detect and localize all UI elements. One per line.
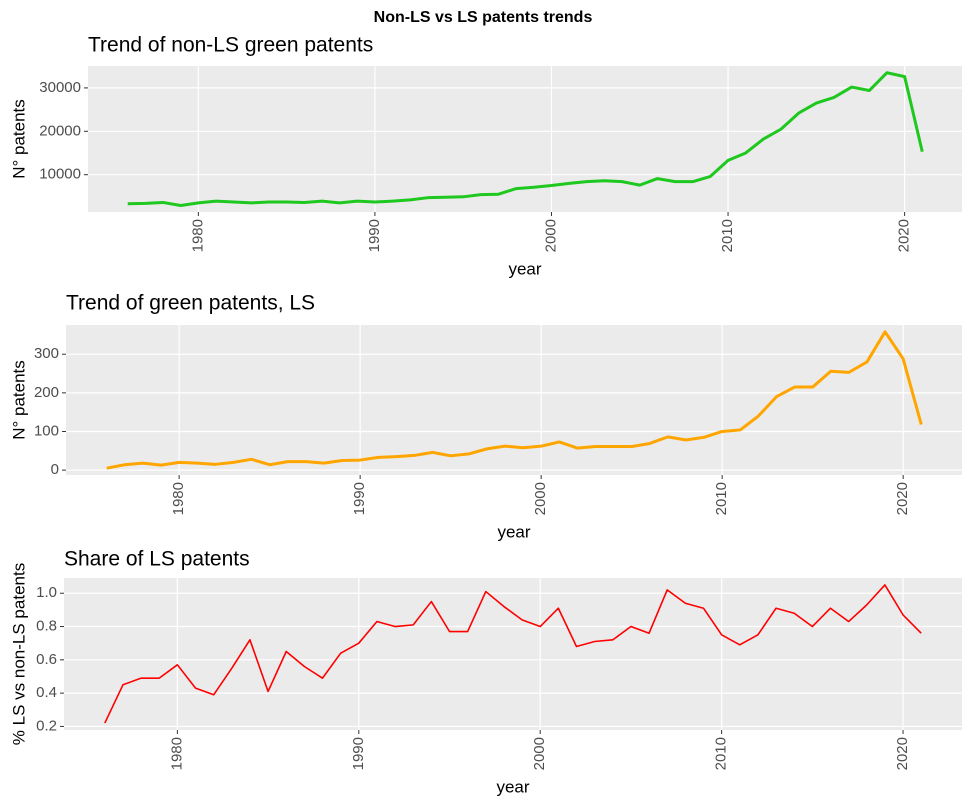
x-tick-label: 2000 <box>542 219 559 252</box>
x-axis-label: year <box>496 777 529 796</box>
y-axis-label: N° patents <box>9 99 28 179</box>
y-tick-label: 10000 <box>39 166 81 183</box>
panel-title: Trend of non-LS green patents <box>88 34 373 57</box>
y-tick-label: 100 <box>34 422 59 439</box>
x-tick-label: 1990 <box>366 219 383 252</box>
x-tick-label: 1980 <box>168 737 185 770</box>
x-tick-label: 1980 <box>170 482 187 515</box>
y-axis-label: N° patents <box>9 360 28 440</box>
figure-title: Non-LS vs LS patents trends <box>374 9 593 26</box>
y-tick-label: 300 <box>34 345 59 362</box>
x-tick-label: 1980 <box>189 219 206 252</box>
y-tick-label: 0.4 <box>36 684 57 701</box>
y-tick-label: 1.0 <box>36 584 57 601</box>
x-tick-label: 2020 <box>894 737 911 770</box>
y-tick-label: 200 <box>34 384 59 401</box>
y-tick-label: 0.2 <box>36 717 57 734</box>
x-tick-label: 1990 <box>351 482 368 515</box>
x-tick-label: 2020 <box>894 482 911 515</box>
y-axis-label: % LS vs non-LS patents <box>9 563 28 745</box>
x-axis-label: year <box>508 259 541 278</box>
plot-background <box>64 578 962 730</box>
x-axis-label: year <box>497 522 530 541</box>
data-line <box>104 584 922 724</box>
panel-title: Trend of green patents, LS <box>66 292 315 315</box>
x-tick-label: 2010 <box>713 737 730 770</box>
y-tick-label: 0 <box>51 461 59 478</box>
x-tick-label: 1990 <box>350 737 367 770</box>
y-tick-label: 0.6 <box>36 651 57 668</box>
plot-background <box>66 325 962 475</box>
y-tick-label: 0.8 <box>36 617 57 634</box>
data-line <box>106 330 923 470</box>
data-line <box>127 71 924 207</box>
panel-title: Share of LS patents <box>64 548 250 571</box>
x-tick-label: 2000 <box>531 737 548 770</box>
x-tick-label: 2020 <box>896 219 913 252</box>
x-tick-label: 2000 <box>532 482 549 515</box>
y-tick-label: 20000 <box>39 122 81 139</box>
x-tick-label: 2010 <box>719 219 736 252</box>
x-tick-label: 2010 <box>713 482 730 515</box>
y-tick-label: 30000 <box>39 79 81 96</box>
